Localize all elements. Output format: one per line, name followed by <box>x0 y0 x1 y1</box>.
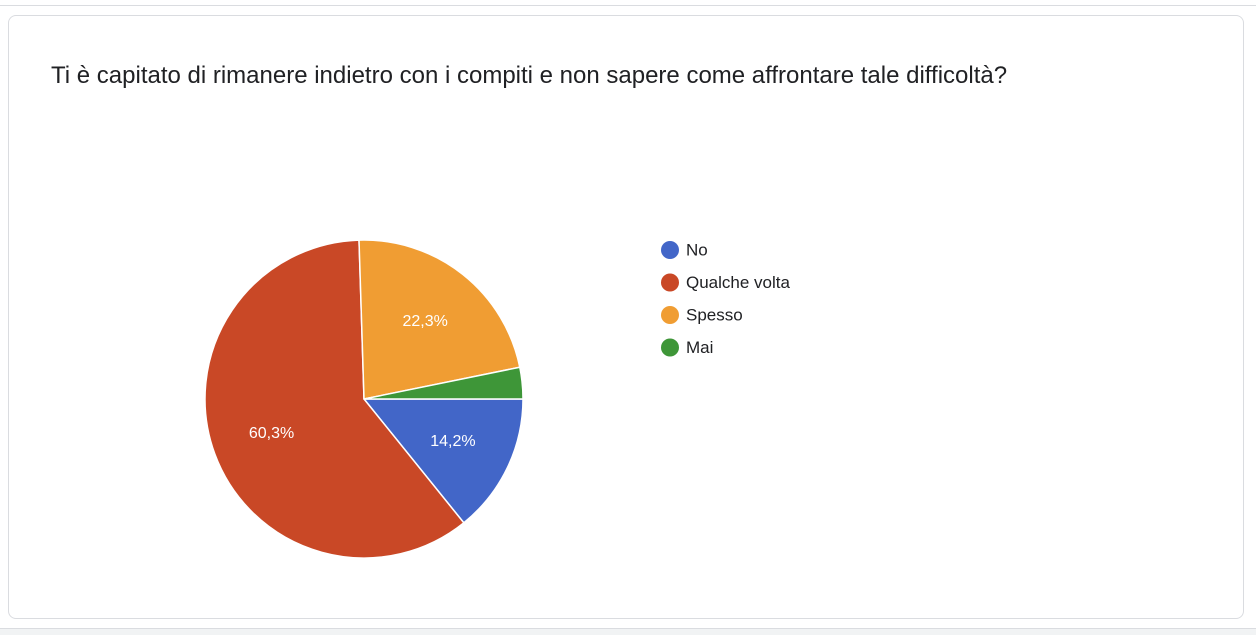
legend-swatch <box>661 273 679 292</box>
pie-data-label: 22,3% <box>402 313 447 330</box>
pie-data-label: 14,2% <box>430 433 475 450</box>
top-divider <box>0 0 1256 6</box>
legend-label: Mai <box>686 338 713 357</box>
pie-data-label: 60,3% <box>249 425 294 442</box>
question-card: Ti è capitato di rimanere indietro con i… <box>8 15 1244 619</box>
legend-swatch <box>661 338 679 357</box>
pie-labels: 14,2% 60,3% 22,3% <box>249 313 476 450</box>
legend-label: No <box>686 241 708 260</box>
legend-swatch <box>661 241 679 259</box>
pie-slice-mai[interactable] <box>363 366 524 400</box>
legend: No Qualche volta Spesso Mai <box>661 241 790 357</box>
legend-item-spesso[interactable]: Spesso <box>661 306 743 325</box>
legend-label: Spesso <box>686 306 743 325</box>
legend-item-qualche-volta[interactable]: Qualche volta <box>661 273 790 292</box>
bottom-strip <box>0 628 1256 635</box>
legend-item-no[interactable]: No <box>661 241 708 260</box>
legend-swatch <box>661 306 679 324</box>
pie-slice-spesso[interactable] <box>358 239 521 400</box>
legend-label: Qualche volta <box>686 273 790 292</box>
question-title: Ti è capitato di rimanere indietro con i… <box>51 62 1008 89</box>
pie-slice-no[interactable] <box>363 398 524 524</box>
legend-item-mai[interactable]: Mai <box>661 338 713 357</box>
pie-slice-qualche-volta[interactable] <box>204 239 465 559</box>
pie-slices <box>204 239 524 559</box>
